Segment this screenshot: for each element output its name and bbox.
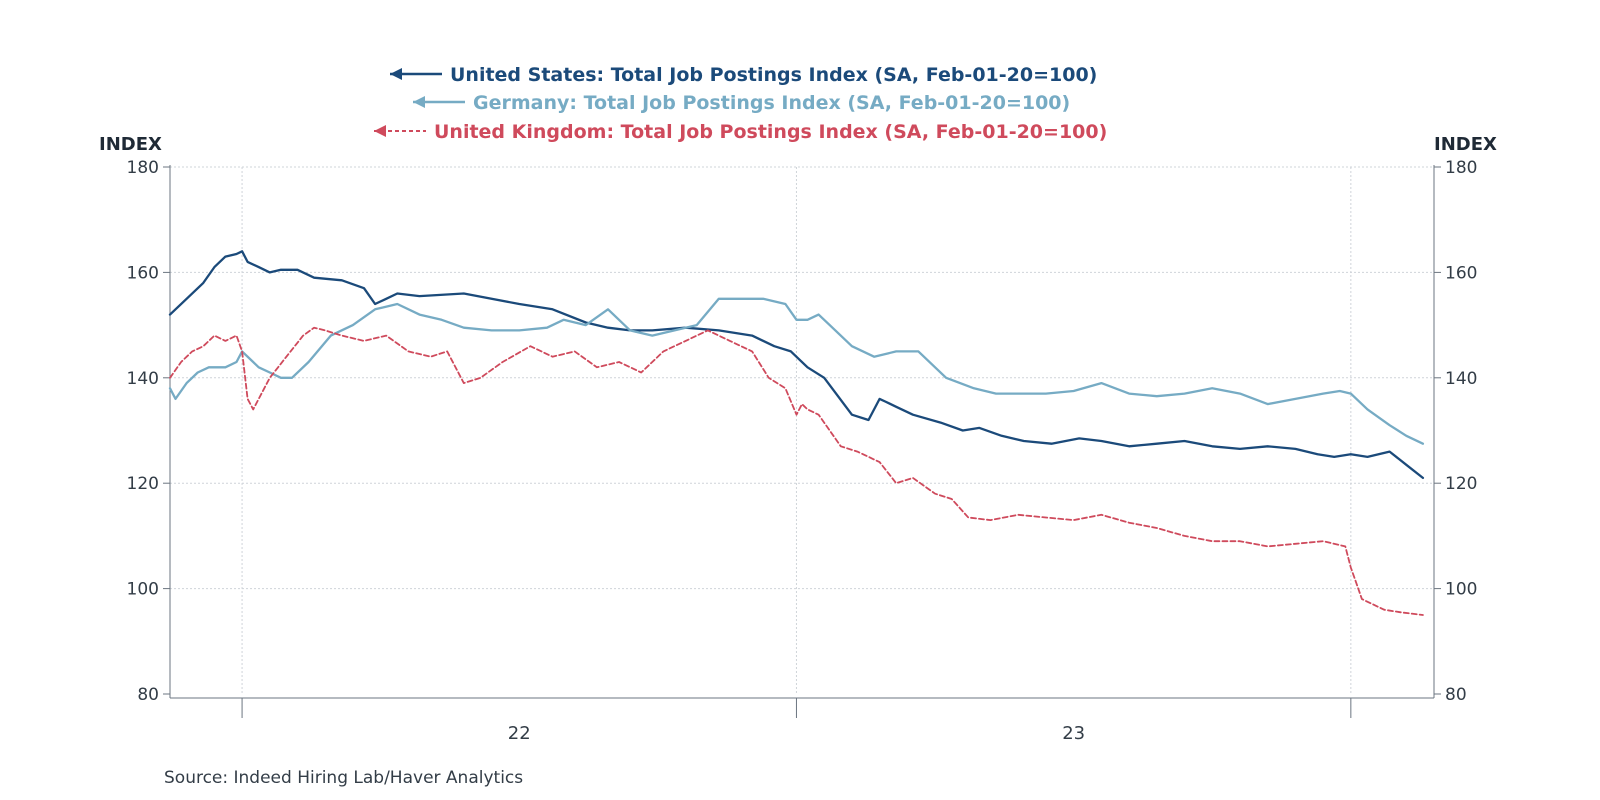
tick-labels: 80 80 100 100 120 120 140 140 160 160 180 180 22 23 — [127, 158, 1478, 744]
y-tick-label-right-160: 160 — [1445, 263, 1477, 283]
y-tick-label-right-80: 80 — [1445, 685, 1467, 705]
y-tick-label-left-160: 160 — [127, 263, 159, 283]
y-tick-label-left-100: 100 — [127, 580, 159, 600]
y-tick-label-left-180: 180 — [127, 158, 159, 178]
source-note: Source: Indeed Hiring Lab/Haver Analytic… — [164, 768, 523, 788]
legend-entry-uk: United Kingdom: Total Job Postings Index… — [374, 121, 1107, 143]
x-tick-label-22: 22 — [508, 723, 531, 744]
series-line-germany — [168, 297, 1425, 445]
y-tick-label-left-140: 140 — [127, 369, 159, 389]
legend-arrow-germany-icon — [413, 96, 425, 108]
y-tick-label-right-180: 180 — [1445, 158, 1477, 178]
legend-entry-germany: Germany: Total Job Postings Index (SA, F… — [413, 92, 1070, 114]
series — [168, 250, 1425, 616]
legend-arrow-us-icon — [390, 68, 402, 80]
legend-label-germany: Germany: Total Job Postings Index (SA, F… — [473, 92, 1070, 114]
y-tick-label-left-80: 80 — [137, 685, 159, 705]
legend-label-uk: United Kingdom: Total Job Postings Index… — [434, 121, 1107, 143]
y-tick-label-right-120: 120 — [1445, 474, 1477, 494]
y-axis-title-right: INDEX — [1434, 134, 1497, 155]
grid — [170, 166, 1434, 694]
y-axis-title-left: INDEX — [99, 134, 162, 155]
series-line-uk — [169, 326, 1424, 616]
legend: United States: Total Job Postings Index … — [374, 64, 1107, 143]
legend-label-us: United States: Total Job Postings Index … — [450, 64, 1097, 86]
axes — [163, 165, 1441, 718]
y-tick-label-right-140: 140 — [1445, 369, 1477, 389]
legend-arrow-uk-icon — [374, 125, 386, 137]
y-tick-label-left-120: 120 — [127, 474, 159, 494]
x-tick-label-23: 23 — [1062, 723, 1085, 744]
legend-entry-us: United States: Total Job Postings Index … — [390, 64, 1097, 86]
y-tick-label-right-100: 100 — [1445, 580, 1477, 600]
series-line-us — [168, 250, 1425, 480]
